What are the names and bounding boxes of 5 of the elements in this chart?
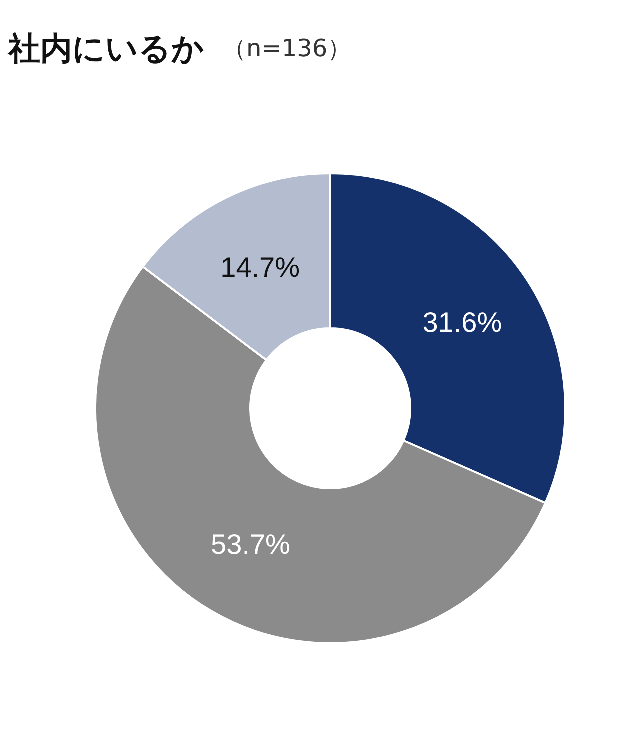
data-label: 31.6% <box>422 306 502 338</box>
chart-subtitle: （n=136） <box>222 34 352 62</box>
data-label: 14.7% <box>220 252 300 283</box>
data-label: 53.7% <box>211 528 290 560</box>
chart-title: 社内にいるか <box>8 30 204 68</box>
